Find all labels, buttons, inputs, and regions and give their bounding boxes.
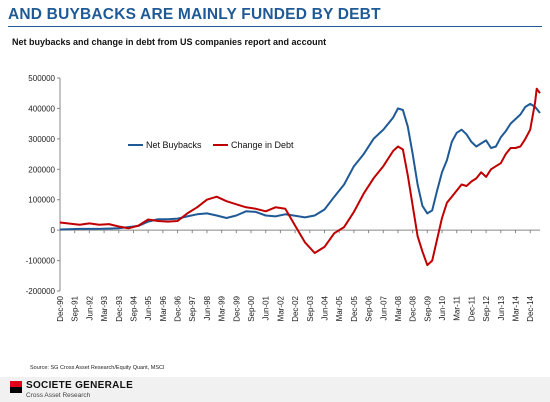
x-tick-label: Sep-00 (247, 295, 256, 321)
x-tick-label: Dec-99 (232, 295, 241, 321)
y-tick-label: 300000 (28, 135, 55, 144)
x-tick-label: Sep-03 (306, 295, 315, 321)
x-tick-label: Jun-13 (497, 295, 506, 320)
x-tick-label: Jun-95 (144, 295, 153, 320)
x-tick-label: Mar-14 (512, 295, 521, 321)
x-tick-label: Sep-94 (129, 295, 138, 321)
y-axis: -200000 -100000 0 100000 200000 300000 400000 5… (26, 74, 61, 296)
chart-title: AND BUYBACKS ARE MAINLY FUNDED BY DEBT (8, 6, 381, 23)
legend: Net Buybacks Change in Debt (128, 140, 294, 150)
x-tick-label: Dec-08 (409, 295, 418, 321)
x-tick-label: Mar-08 (394, 295, 403, 321)
x-tick-label: Jun-10 (438, 295, 447, 320)
x-tick-label: Dec-02 (291, 295, 300, 321)
title-divider (8, 26, 542, 27)
x-tick-label: Sep-06 (365, 295, 374, 321)
y-tick-label: -100000 (26, 257, 56, 266)
legend-label: Change in Debt (231, 140, 294, 150)
x-tick-label: Dec-96 (174, 295, 183, 321)
series-line-change-in-debt (59, 87, 541, 267)
y-tick-label: 200000 (28, 165, 55, 174)
x-tick-label: Mar-11 (453, 295, 462, 320)
y-tick-label: 500000 (28, 74, 55, 83)
y-tick-label: 0 (51, 226, 56, 235)
series-lines (59, 87, 541, 267)
legend-label: Net Buybacks (146, 140, 202, 150)
x-tick-label: Dec-05 (350, 295, 359, 321)
brand-name: SOCIETE GENERALE (26, 380, 134, 391)
x-tick-label: Jun-92 (85, 295, 94, 320)
series-line-net-buybacks (59, 102, 541, 231)
societe-generale-logo-icon (10, 381, 22, 393)
x-tick-label: Mar-02 (276, 295, 285, 321)
x-tick-label: Dec-93 (115, 295, 124, 321)
x-tick-label: Sep-12 (482, 295, 491, 321)
y-tick-label: 400000 (28, 104, 55, 113)
x-tick-label: Jun-07 (379, 295, 388, 320)
x-tick-label: Sep-91 (71, 295, 80, 321)
x-tick-label: Jun-01 (262, 295, 271, 320)
x-tick-label: Mar-96 (159, 295, 168, 321)
x-tick-label: Mar-99 (218, 295, 227, 321)
y-tick-label: -200000 (26, 287, 56, 296)
x-tick-label: Jun-04 (320, 295, 329, 320)
x-tick-label: Jun-98 (203, 295, 212, 320)
y-tick-label: 100000 (28, 196, 55, 205)
x-tick-label: Mar-93 (100, 295, 109, 321)
x-tick-label: Dec-90 (56, 295, 65, 321)
brand-subtitle: Cross Asset Research (26, 392, 91, 399)
x-axis: Dec-90 Sep-91 Jun-92 Mar-93 Dec-93 Sep-94 Jun-… (56, 229, 540, 322)
x-tick-label: Mar-05 (335, 295, 344, 321)
x-tick-label: Sep-09 (423, 295, 432, 321)
x-tick-label: Dec-11 (467, 295, 476, 321)
chart-subtitle: Net buybacks and change in debt from US … (12, 37, 327, 47)
x-tick-label: Dec-14 (526, 295, 535, 321)
x-tick-label: Sep-97 (188, 295, 197, 321)
source-note: Source: SG Cross Asset Research/Equity Q… (30, 365, 165, 371)
footer-bar (0, 377, 550, 402)
